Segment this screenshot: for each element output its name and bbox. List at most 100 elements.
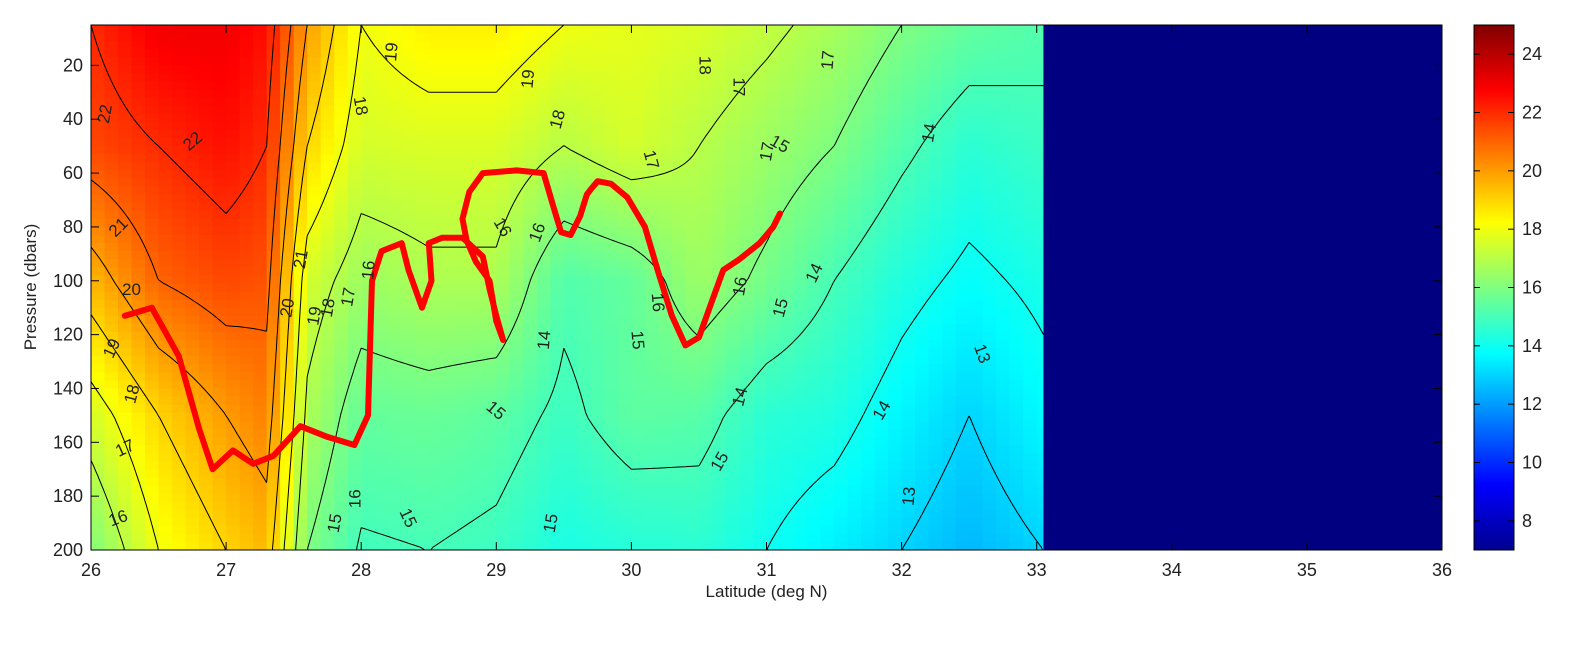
heatmap-cell bbox=[320, 178, 335, 188]
heatmap-cell bbox=[428, 445, 443, 454]
heatmap-cell bbox=[793, 299, 808, 309]
heatmap-cell bbox=[550, 533, 565, 543]
heatmap-cell bbox=[671, 436, 687, 446]
heatmap-cell bbox=[739, 202, 754, 212]
heatmap-cell bbox=[1009, 485, 1024, 495]
heatmap-cell bbox=[307, 477, 322, 486]
contour-label: 14 bbox=[918, 122, 940, 144]
heatmap-cell bbox=[401, 380, 416, 390]
heatmap-cell bbox=[253, 525, 268, 535]
heatmap-cell bbox=[401, 348, 416, 357]
heatmap-cell bbox=[145, 436, 160, 446]
heatmap-cell bbox=[293, 130, 308, 139]
heatmap-cell bbox=[212, 541, 227, 550]
contour-label: 16 bbox=[648, 292, 669, 313]
heatmap-cell bbox=[617, 453, 632, 462]
heatmap-cell bbox=[604, 154, 619, 163]
contour-label: 17 bbox=[730, 77, 749, 96]
heatmap-cell bbox=[185, 178, 200, 188]
heatmap-cell bbox=[766, 210, 781, 220]
heatmap-cell bbox=[374, 517, 389, 527]
heatmap-cell bbox=[847, 235, 862, 244]
heatmap-cell bbox=[982, 323, 997, 333]
heatmap-cell bbox=[118, 340, 133, 349]
heatmap-cell bbox=[712, 57, 727, 66]
heatmap-cell bbox=[780, 436, 795, 446]
heatmap-cell bbox=[361, 81, 376, 91]
heatmap-cell bbox=[415, 340, 430, 349]
heatmap-cell bbox=[199, 501, 214, 511]
heatmap-cell bbox=[104, 299, 119, 309]
heatmap-cell bbox=[307, 380, 322, 390]
heatmap-cell bbox=[131, 420, 146, 430]
heatmap-cell bbox=[590, 541, 605, 550]
heatmap-cell bbox=[172, 210, 187, 220]
heatmap-cell bbox=[685, 226, 700, 236]
heatmap-cell bbox=[834, 541, 849, 550]
x-tick-label: 34 bbox=[1162, 560, 1182, 580]
heatmap-cell bbox=[496, 541, 511, 550]
heatmap-cell bbox=[725, 154, 741, 163]
heatmap-cell bbox=[172, 146, 187, 155]
heatmap-cell bbox=[523, 57, 538, 66]
heatmap-cell bbox=[1036, 291, 1045, 301]
heatmap-cell bbox=[820, 291, 835, 301]
heatmap-cell bbox=[671, 146, 687, 155]
heatmap-cell bbox=[226, 226, 241, 236]
heatmap-cell bbox=[266, 445, 281, 454]
heatmap-cell bbox=[739, 146, 754, 155]
heatmap-cell bbox=[631, 436, 646, 446]
heatmap-cell bbox=[266, 97, 281, 107]
heatmap-cell bbox=[185, 307, 200, 317]
heatmap-cell bbox=[807, 41, 822, 50]
heatmap-cell bbox=[469, 210, 484, 220]
heatmap-cell bbox=[807, 178, 822, 188]
heatmap-cell bbox=[631, 283, 646, 293]
heatmap-cell bbox=[807, 396, 822, 406]
heatmap-cell bbox=[712, 121, 727, 131]
heatmap-cell bbox=[915, 259, 930, 268]
heatmap-cell bbox=[577, 275, 592, 285]
heatmap-cell bbox=[807, 89, 822, 99]
heatmap-cell bbox=[671, 340, 687, 349]
heatmap-cell bbox=[590, 33, 605, 42]
heatmap-cell bbox=[482, 509, 497, 519]
heatmap-cell bbox=[725, 162, 741, 171]
heatmap-cell bbox=[834, 445, 849, 454]
heatmap-cell bbox=[91, 194, 106, 204]
heatmap-cell bbox=[685, 178, 700, 188]
heatmap-cell bbox=[523, 89, 538, 99]
heatmap-cell bbox=[604, 130, 619, 139]
heatmap-cell bbox=[617, 130, 632, 139]
heatmap-cell bbox=[590, 146, 605, 155]
heatmap-cell bbox=[698, 138, 714, 147]
heatmap-cell bbox=[861, 267, 876, 276]
heatmap-cell bbox=[1023, 533, 1038, 543]
heatmap-cell bbox=[482, 259, 497, 268]
heatmap-cell bbox=[563, 170, 578, 180]
heatmap-cell bbox=[793, 364, 808, 373]
heatmap-cell bbox=[469, 283, 484, 293]
heatmap-cell bbox=[725, 218, 741, 228]
heatmap-cell bbox=[915, 315, 930, 325]
heatmap-cell bbox=[1009, 291, 1024, 301]
heatmap-cell bbox=[482, 194, 497, 204]
heatmap-cell bbox=[752, 49, 768, 58]
heatmap-cell bbox=[739, 469, 754, 478]
heatmap-cell bbox=[550, 97, 565, 107]
heatmap-cell bbox=[280, 243, 295, 252]
heatmap-cell bbox=[631, 517, 646, 527]
heatmap-cell bbox=[1009, 251, 1024, 260]
heatmap-cell bbox=[563, 436, 578, 446]
heatmap-cell bbox=[861, 146, 876, 155]
heatmap-cell bbox=[658, 73, 673, 83]
heatmap-cell bbox=[942, 493, 957, 503]
heatmap-cell bbox=[550, 380, 565, 390]
heatmap-cell bbox=[685, 170, 700, 180]
heatmap-cell bbox=[604, 194, 619, 204]
heatmap-cell bbox=[334, 25, 349, 34]
heatmap-cell bbox=[739, 420, 754, 430]
heatmap-cell bbox=[469, 267, 484, 276]
heatmap-cell bbox=[266, 436, 281, 446]
heatmap-cell bbox=[347, 186, 362, 196]
